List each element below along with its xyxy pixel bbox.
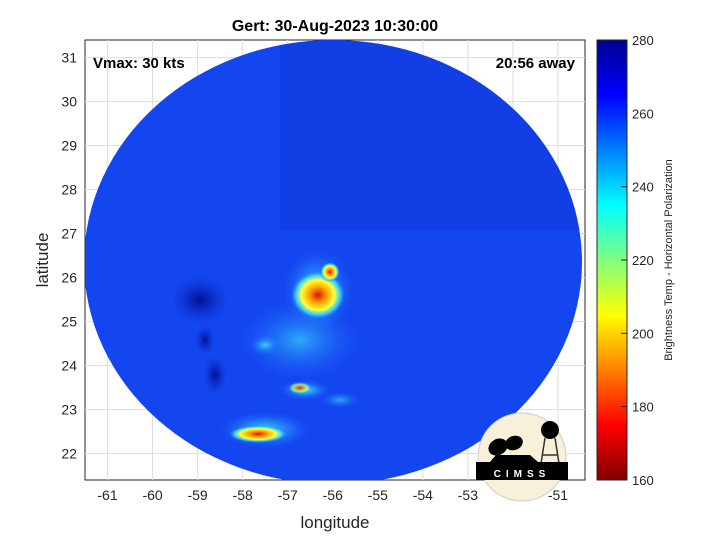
- colorbar-label: Brightness Temp - Horizontal Polarizatio…: [663, 159, 675, 361]
- colorbar-tick-label: 180: [632, 400, 654, 415]
- chart-title: Gert: 30-Aug-2023 10:30:00: [232, 18, 438, 35]
- y-tick-label: 26: [61, 270, 77, 286]
- colorbar-tick-label: 280: [632, 33, 654, 48]
- x-tick-label: -55: [368, 487, 388, 503]
- x-tick-label: -60: [142, 487, 162, 503]
- y-tick-label: 27: [61, 226, 77, 242]
- x-tick-label: -54: [413, 487, 433, 503]
- vmax-annotation: Vmax: 30 kts: [93, 55, 185, 72]
- y-tick-label: 31: [61, 50, 77, 66]
- y-tick-label: 24: [61, 358, 77, 374]
- colorbar-tick-label: 260: [632, 106, 654, 121]
- colorbar-tick-label: 200: [632, 326, 654, 341]
- x-tick-label: -58: [233, 487, 253, 503]
- y-tick-label: 28: [61, 182, 77, 198]
- y-tick-label: 25: [61, 314, 77, 330]
- y-tick-label: 30: [61, 94, 77, 110]
- x-tick-label: -59: [187, 487, 207, 503]
- logo-text: CIMSS: [494, 469, 551, 480]
- x-tick-label: -51: [548, 487, 568, 503]
- x-tick-label: -53: [458, 487, 478, 503]
- time-away-annotation: 20:56 away: [496, 55, 576, 72]
- y-tick-label: 22: [61, 446, 77, 462]
- x-tick-label: -57: [278, 487, 298, 503]
- y-tick-label: 29: [61, 138, 77, 154]
- x-tick-label: -56: [323, 487, 343, 503]
- colorbar-tick-label: 160: [632, 473, 654, 488]
- cimss-logo: CIMSS: [476, 412, 568, 502]
- y-tick-label: 23: [61, 402, 77, 418]
- colorbar-tick-label: 220: [632, 253, 654, 268]
- x-tick-label: -61: [97, 487, 117, 503]
- x-axis-label: longitude: [300, 513, 369, 532]
- y-axis-label: latitude: [33, 233, 52, 288]
- colorbar-tick-label: 240: [632, 180, 654, 195]
